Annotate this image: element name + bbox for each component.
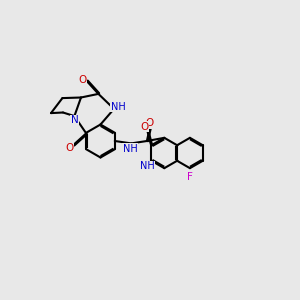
Text: O: O	[65, 143, 73, 153]
Text: NH: NH	[123, 144, 137, 154]
Text: O: O	[140, 122, 149, 132]
Text: O: O	[78, 75, 87, 85]
Text: NH: NH	[111, 101, 126, 112]
Text: NH: NH	[140, 161, 154, 171]
Text: F: F	[187, 172, 193, 182]
Text: N: N	[70, 115, 78, 125]
Text: O: O	[146, 118, 154, 128]
